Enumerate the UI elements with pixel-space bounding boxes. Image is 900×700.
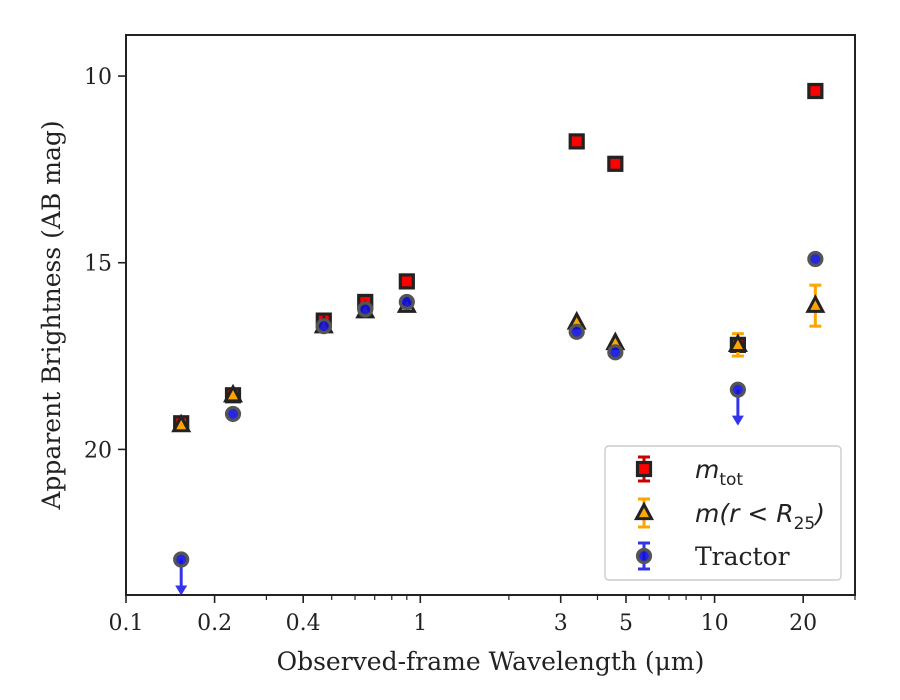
mr25-point [171,413,192,433]
legend-label-mtot-sub: tot [719,470,743,490]
legend-box [604,445,842,581]
tractor-point [568,323,585,340]
tractor-point [807,250,824,268]
legend-label-tractor: Tractor [695,542,790,571]
legend-tractor-marker [635,547,653,565]
legend-label-mtot-main: m [695,455,719,484]
y-tick-label: 15 [84,252,112,277]
tractor-point [315,318,332,335]
y-tick-label: 20 [84,438,112,463]
x-tick-label: 10 [701,611,729,636]
legend-mtot-marker [635,460,653,478]
tractor-point [224,405,242,423]
legend-label-mr25: m(r < R25) [695,499,825,534]
plot-frame [125,34,856,596]
legend-label-mr25-sub: 25 [794,514,816,534]
mr25-point [727,333,748,353]
legend-label-mr25-tail: ) [813,499,825,528]
tractor-point [173,551,190,568]
y-axis-label: Apparent Brightness (AB mag) [37,120,66,510]
upper-limit-arrowhead [175,585,188,596]
mr25-point [223,383,244,403]
legend-label-mr25-main: m(r < R [695,499,794,528]
mr25-point [805,294,826,313]
x-tick-label: 0.4 [286,611,321,636]
x-tick-label: 3 [554,611,568,636]
mtot-point [807,82,824,100]
tractor-point [398,293,415,311]
x-tick-label: 0.1 [109,611,144,636]
y-tick-label: 10 [84,65,112,90]
chart-legend: mtot m(r < R25) Tractor [604,445,842,581]
x-tick-label: 1 [413,611,427,636]
x-tick-label: 0.2 [197,611,232,636]
tractor-point [729,381,746,398]
chart-marks [171,82,826,596]
x-tick-label: 5 [619,611,633,636]
mtot-point [568,133,585,150]
legend-label-mtot: mtot [695,455,743,490]
chart-axes: 0.1 0.2 0.4 1 3 5 10 20 10 15 20 Observed-frame Wav… [37,34,856,676]
mtot-point [607,155,624,172]
x-axis-label: Observed-frame Wavelength (μm) [277,647,705,676]
tractor-point [607,344,624,361]
x-tick-label: 20 [789,611,817,636]
legend-mr25-marker [633,501,655,521]
tractor-point [357,301,374,318]
upper-limit-arrowhead [731,415,744,426]
mtot-point [398,273,415,290]
